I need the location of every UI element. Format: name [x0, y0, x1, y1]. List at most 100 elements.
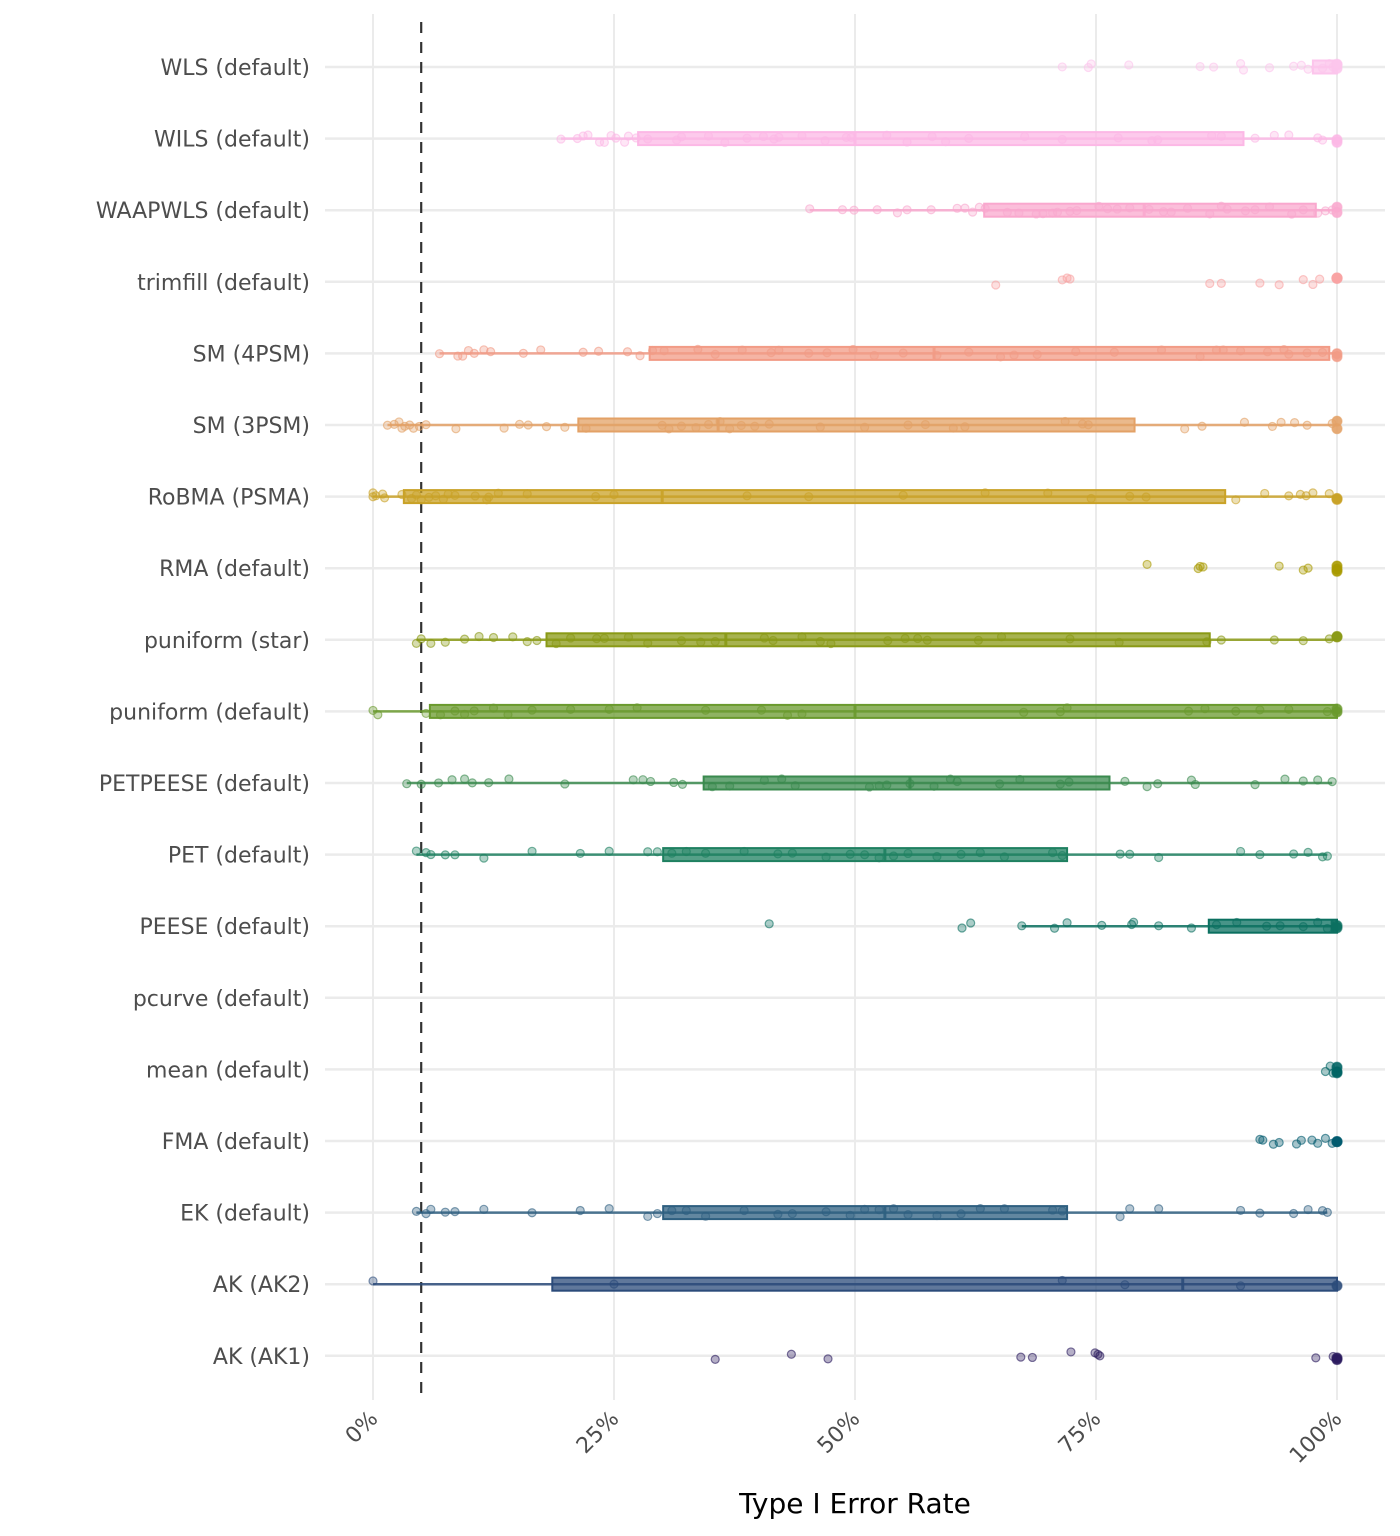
data-point [1313, 208, 1323, 218]
data-point [905, 778, 915, 789]
data-point [450, 490, 460, 500]
y-label: mean (default) [146, 1058, 310, 1083]
data-point [869, 350, 879, 361]
data-point [1303, 847, 1313, 857]
data-point [1211, 920, 1222, 930]
box [402, 489, 1227, 505]
data-point [676, 132, 687, 142]
data-point [952, 203, 962, 213]
data-point [1222, 204, 1232, 214]
data-point [1313, 133, 1323, 143]
data-point [1302, 420, 1312, 430]
data-point [575, 1205, 585, 1216]
data-point [1267, 421, 1278, 432]
data-point [1195, 351, 1205, 362]
data-point [1120, 1280, 1130, 1290]
box [702, 775, 1111, 791]
data-point [845, 849, 855, 859]
data-point [1158, 207, 1169, 217]
x-tick-label: 100% [1285, 1407, 1347, 1469]
data-point [1142, 781, 1152, 792]
data-point [1284, 349, 1294, 359]
data-point [1322, 851, 1332, 861]
data-point [739, 846, 749, 857]
data-point [1218, 345, 1228, 355]
data-point [991, 280, 1001, 290]
data-point [397, 489, 407, 500]
boxplot-8 [416, 632, 1337, 648]
data-point [435, 710, 446, 720]
data-point [996, 632, 1007, 642]
data-point [1207, 131, 1217, 141]
data-point [1066, 1347, 1076, 1357]
points-16 [411, 1204, 1332, 1222]
data-point [913, 633, 923, 644]
data-point [1205, 209, 1215, 219]
data-point [1235, 846, 1246, 857]
data-point [815, 422, 825, 432]
data-point [964, 133, 974, 143]
data-point [1296, 1135, 1306, 1145]
x-axis-ticks: 0% 25% 50% 75% 100% [341, 1407, 1347, 1469]
data-point [700, 1211, 711, 1221]
data-point [815, 636, 825, 647]
data-point [736, 420, 746, 431]
data-point [786, 1349, 796, 1359]
data-point [1019, 707, 1029, 717]
data-point [1211, 345, 1222, 355]
data-point [560, 422, 570, 432]
data-point [864, 782, 875, 792]
data-point [1057, 1275, 1067, 1286]
data-point [975, 848, 985, 858]
data-point [892, 208, 903, 218]
y-label: WILS (default) [154, 128, 310, 153]
data-point [443, 489, 453, 499]
data-point [1250, 133, 1260, 143]
data-point [484, 492, 494, 502]
data-point [1303, 1204, 1313, 1215]
data-point [703, 419, 714, 430]
data-point [1166, 207, 1176, 217]
data-point [874, 853, 884, 863]
y-label: RMA (default) [159, 557, 310, 582]
data-point [1009, 350, 1019, 360]
data-point [1071, 346, 1081, 357]
data-point [669, 777, 679, 788]
data-point [522, 636, 532, 647]
data-point [1317, 347, 1328, 358]
points-8 [411, 630, 1343, 649]
data-point [888, 1204, 899, 1214]
data-point [1327, 777, 1337, 787]
data-point [1032, 349, 1042, 360]
box [551, 1276, 1338, 1292]
y-label: WLS (default) [160, 56, 310, 81]
data-point [433, 778, 444, 788]
data-point [622, 347, 633, 357]
data-point [453, 351, 463, 361]
data-point [715, 417, 725, 427]
data-point [964, 347, 974, 357]
data-point [1264, 63, 1275, 73]
data-point [628, 775, 638, 785]
data-point [646, 776, 656, 787]
box-layer [373, 59, 1339, 1292]
points-3 [991, 272, 1343, 290]
data-point [1125, 1204, 1135, 1214]
data-point [479, 1204, 489, 1214]
data-point [1313, 775, 1323, 785]
data-point [411, 846, 421, 856]
data-point [710, 636, 720, 647]
data-point [932, 1210, 942, 1221]
data-point [593, 346, 604, 356]
data-point [1302, 348, 1312, 358]
data-point [1331, 351, 1343, 363]
data-point [883, 636, 893, 646]
data-point [1124, 60, 1134, 70]
data-point [920, 419, 930, 430]
data-point [469, 348, 479, 358]
y-label: AK (AK1) [213, 1345, 310, 1370]
data-point [1308, 279, 1318, 290]
data-point [414, 421, 424, 432]
data-point [1125, 203, 1135, 213]
